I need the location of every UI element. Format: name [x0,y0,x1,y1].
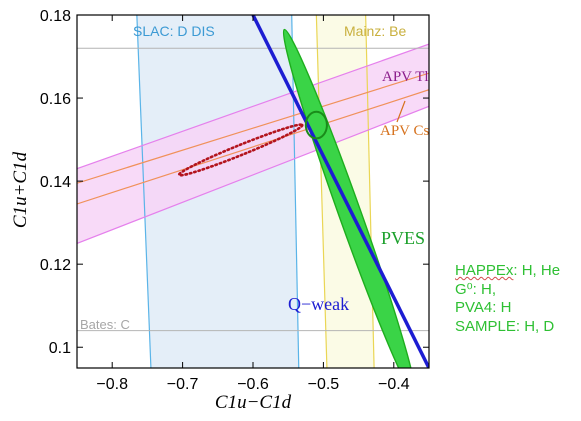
y-tick-label: 0.16 [40,91,71,108]
axes: −0.8 −0.7 −0.6 −0.5 −0.4 0.1 0.12 0.14 0.16 0.18 [40,8,429,393]
y-tick-label: 0.12 [40,257,71,274]
annotation-slac-d-dis: SLAC: D DIS [133,23,215,39]
side-note: HAPPEx: H, He G⁰: H, PVA4: H SAMPLE: H, … [455,262,560,336]
mainz-be-right-edge [365,15,375,368]
annotation-mainz-be: Mainz: Be [344,23,406,39]
annotation-apv-cs: APV Cs [380,123,429,139]
x-axis-label: C1u−C1d [215,392,292,413]
apv-tl-lower-edge [77,105,429,244]
annotation-bates-c: Bates: C [80,317,130,332]
annotation-apv-tl: APV Tl [382,69,429,85]
apv-tl-band-fill [77,44,429,244]
annotation-layer: SLAC: D DIS Mainz: Be APV Tl APV Cs PVES Q−we… [80,23,429,332]
y-tick-label: 0.18 [40,8,71,25]
y-axis-label: C1u+C1d [10,151,31,228]
apv-cs-pointer [396,100,406,123]
q-weak-line [251,15,429,368]
annotation-q-weak: Q−weak [288,294,349,314]
combined-ellipse [304,110,328,140]
mainz-be-left-edge [315,15,328,368]
annotation-pves: PVES [381,228,425,248]
x-tick-label: −0.5 [308,376,340,393]
x-tick-label: −0.4 [378,376,410,393]
plot-area [77,15,429,368]
dotted-ellipse [177,123,304,177]
side-note-line-happex: HAPPEx: H, He [455,262,560,281]
apv-cs-upper-edge [77,72,429,184]
slac-d-dis-left-edge [136,15,152,368]
y-tick-label: 0.14 [40,174,71,191]
x-tick-label: −0.8 [96,376,128,393]
apv-cs-lower-edge [77,89,429,205]
y-tick-label: 0.1 [49,340,71,357]
side-note-happex-rest: : H, He [513,262,561,279]
side-note-line-sample: SAMPLE: H, D [455,317,555,335]
side-note-happex: HAPPEx [455,262,514,279]
side-note-line-pva4: PVA4: H [455,299,512,316]
apv-tl-upper-edge [77,43,429,170]
x-tick-label: −0.6 [237,376,269,393]
side-note-line-g0: G⁰: H, [455,280,497,298]
x-tick-label: −0.7 [167,376,199,393]
slac-band-fill [136,15,299,368]
